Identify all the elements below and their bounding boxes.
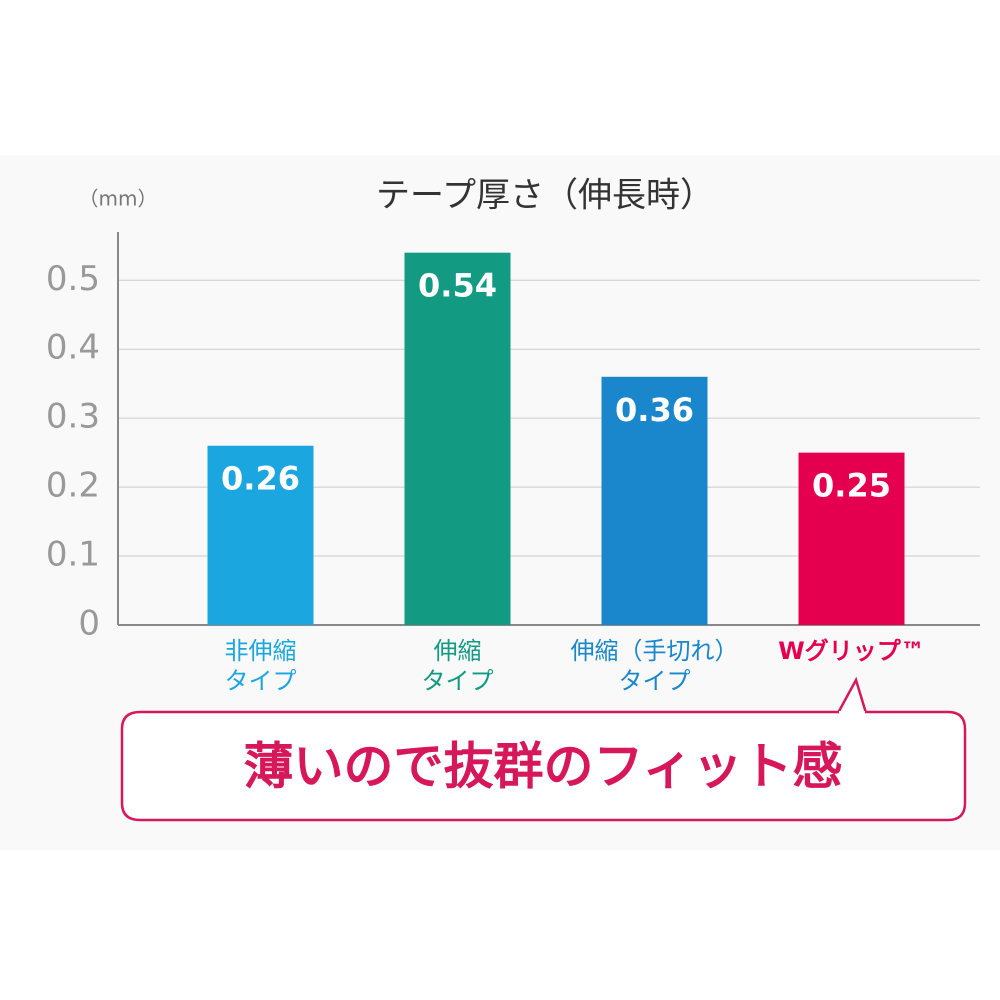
bar <box>601 376 708 625</box>
callout-pointer <box>836 676 868 714</box>
x-tick-label: タイプ <box>225 667 297 695</box>
x-tick-label: 伸縮 <box>434 637 482 665</box>
value-label: 0.25 <box>812 467 891 505</box>
x-tick-label: Wグリップ™ <box>778 637 924 665</box>
y-tick-label: 0.4 <box>46 328 100 368</box>
bar <box>404 252 511 625</box>
y-tick-label: 0 <box>78 604 100 644</box>
value-label: 0.54 <box>418 267 497 305</box>
x-tick-label: タイプ <box>422 667 494 695</box>
y-tick-label: 0.5 <box>46 259 100 299</box>
bar <box>207 445 314 625</box>
chart-title: テープ厚さ（伸長時） <box>376 176 714 216</box>
y-unit: （mm） <box>79 187 158 211</box>
x-tick-label: 伸縮（手切れ） <box>571 637 739 665</box>
y-tick-label: 0.3 <box>46 397 100 437</box>
value-label: 0.26 <box>221 460 300 498</box>
y-tick-label: 0.2 <box>46 466 100 506</box>
x-tick-label: タイプ <box>619 667 691 695</box>
callout-text: 薄いので抜群のフィット感 <box>244 738 843 796</box>
bar <box>798 452 905 625</box>
value-label: 0.36 <box>615 391 694 429</box>
x-tick-label: 非伸縮 <box>225 637 297 665</box>
y-tick-label: 0.1 <box>46 535 100 575</box>
callout-box <box>120 710 967 822</box>
